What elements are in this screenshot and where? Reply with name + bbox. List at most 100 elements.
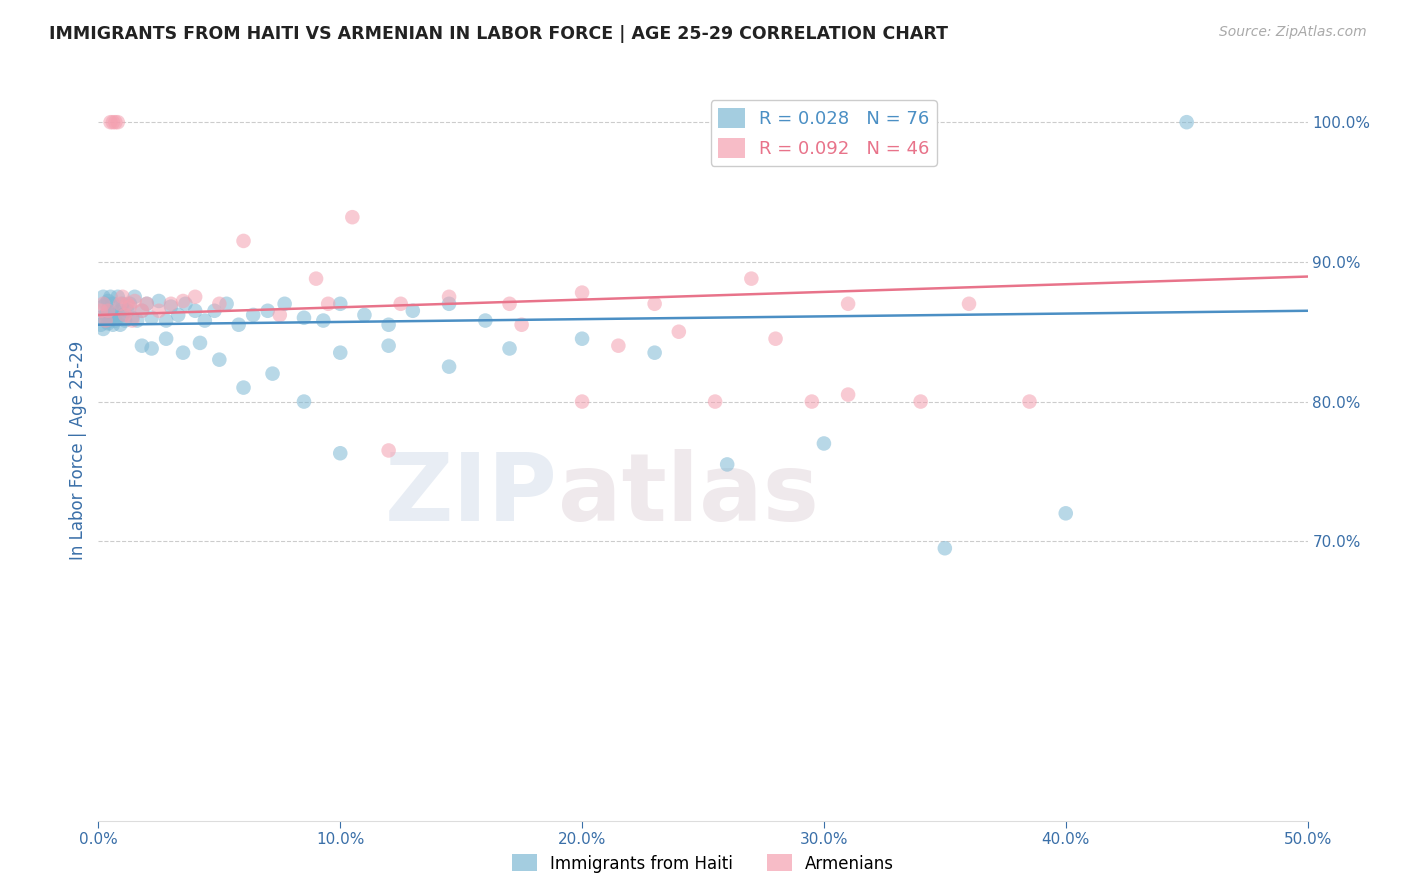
Point [174,297,197,311]
Point [101,318,124,332]
Point [389,297,412,311]
Point [571,332,593,346]
Point [101,115,124,129]
Point [114,313,136,327]
Point [91,300,114,314]
Point [124,293,146,308]
Point [90,310,112,325]
Point [765,332,787,346]
Point [837,387,859,401]
Point [100,115,122,129]
Point [131,339,153,353]
Point [100,290,122,304]
Point [94,313,117,327]
Point [107,290,129,304]
Point [273,297,295,311]
Point [117,303,139,318]
Point [353,308,375,322]
Point [141,310,163,325]
Point [342,210,364,224]
Point [107,310,129,325]
Point [127,313,149,327]
Point [160,297,183,311]
Point [813,436,835,450]
Point [498,297,520,311]
Point [107,115,129,129]
Point [232,234,254,248]
Point [740,271,762,285]
Text: atlas: atlas [558,449,818,541]
Point [316,297,339,311]
Point [135,297,157,311]
Point [437,290,460,304]
Point [1018,394,1040,409]
Point [204,303,226,318]
Point [97,303,120,318]
Point [148,293,170,308]
Point [329,297,352,311]
Point [437,359,460,374]
Point [644,297,666,311]
Y-axis label: In Labor Force | Age 25-29: In Labor Force | Age 25-29 [69,341,87,560]
Point [160,300,183,314]
Point [117,297,139,311]
Point [111,297,134,311]
Point [292,310,315,325]
Point [228,318,250,332]
Text: ZIP: ZIP [385,449,558,541]
Legend: Immigrants from Haiti, Armenians: Immigrants from Haiti, Armenians [505,847,901,880]
Point [104,303,127,318]
Point [668,325,690,339]
Point [910,394,932,409]
Point [242,308,264,322]
Point [90,318,112,332]
Point [97,303,120,318]
Point [135,297,157,311]
Point [141,342,163,356]
Point [437,297,460,311]
Point [607,339,630,353]
Point [111,290,134,304]
Point [402,303,425,318]
Point [305,271,328,285]
Point [498,342,520,356]
Point [232,381,254,395]
Point [100,313,122,327]
Legend: R = 0.028   N = 76, R = 0.092   N = 46: R = 0.028 N = 76, R = 0.092 N = 46 [711,101,936,166]
Point [474,313,496,327]
Point [124,290,146,304]
Point [155,332,177,346]
Point [94,297,117,311]
Point [90,303,112,318]
Point [118,297,141,311]
Point [262,367,284,381]
Point [94,313,117,327]
Point [644,345,666,359]
Point [94,308,117,322]
Point [172,293,194,308]
Point [91,297,114,311]
Point [100,310,122,325]
Point [111,308,134,322]
Point [1054,506,1077,520]
Point [97,316,120,330]
Point [377,339,399,353]
Point [215,297,238,311]
Point [104,313,127,327]
Point [256,303,278,318]
Point [131,303,153,318]
Point [121,310,143,325]
Point [101,297,124,311]
Point [571,285,593,300]
Point [704,394,727,409]
Point [91,290,114,304]
Point [377,318,399,332]
Point [208,297,231,311]
Point [172,345,194,359]
Point [167,308,190,322]
Point [934,541,956,556]
Point [148,303,170,318]
Point [121,313,143,327]
Point [114,308,136,322]
Point [837,297,859,311]
